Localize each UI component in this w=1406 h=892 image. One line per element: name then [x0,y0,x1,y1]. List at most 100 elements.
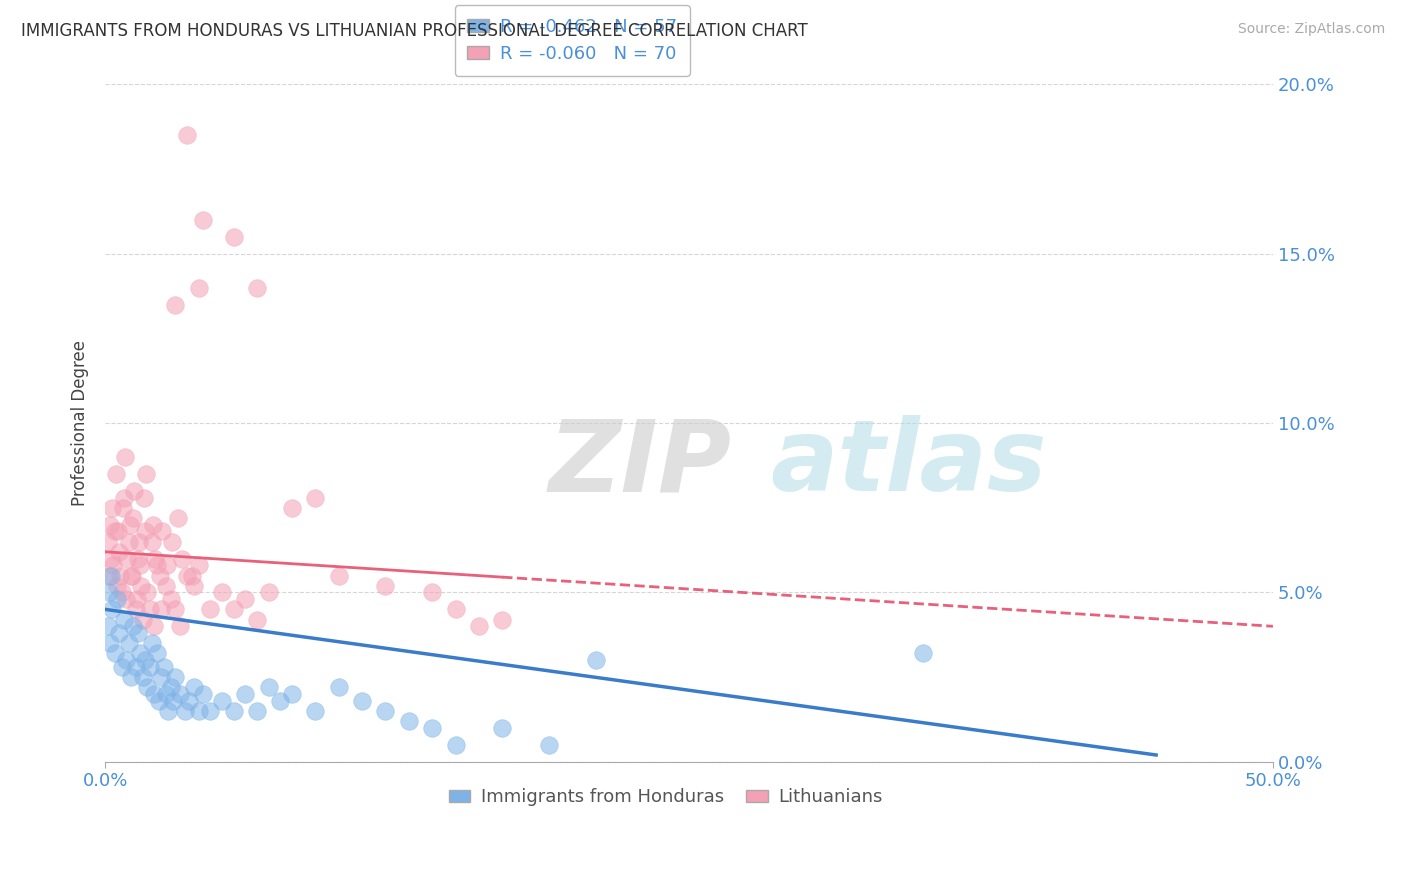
Point [159,680,181,694]
Point [166,511,188,525]
Text: atlas: atlas [770,416,1047,512]
Y-axis label: Professional Degree: Professional Degree [72,340,89,506]
Point [115,592,138,607]
Point [222,602,245,616]
Point [108,626,131,640]
Point [124,483,146,498]
Point [117,534,139,549]
Point [304,704,326,718]
Point [98,517,121,532]
Point [233,687,256,701]
Point [143,687,166,701]
Point [128,534,150,549]
Point [149,568,172,582]
Point [124,602,146,616]
Point [112,613,135,627]
Point [110,660,132,674]
Point [143,619,166,633]
Point [127,551,149,566]
Point [183,579,205,593]
Point [131,613,153,627]
Point [136,585,159,599]
Point [165,670,187,684]
Point [281,500,304,515]
Point [110,568,132,582]
Point [117,636,139,650]
Point [328,680,350,694]
Point [100,551,122,566]
Point [117,551,139,566]
Point [155,687,177,701]
Point [152,660,174,674]
Point [98,636,121,650]
Point [193,687,215,701]
Point [444,738,467,752]
Point [257,585,280,599]
Point [115,653,138,667]
Point [101,602,124,616]
Point [110,585,132,599]
Point [257,680,280,694]
Point [145,647,167,661]
Point [122,511,145,525]
Point [127,626,149,640]
Point [145,558,167,573]
Point [911,647,934,661]
Point [187,280,209,294]
Point [105,579,128,593]
Point [103,647,125,661]
Point [134,524,156,539]
Point [145,551,167,566]
Point [169,687,191,701]
Point [180,568,202,582]
Point [420,585,443,599]
Point [112,491,135,505]
Point [148,694,170,708]
Point [141,636,163,650]
Point [222,704,245,718]
Legend: Immigrants from Honduras, Lithuanians: Immigrants from Honduras, Lithuanians [441,781,890,814]
Point [162,694,184,708]
Point [132,491,155,505]
Point [136,680,159,694]
Point [444,602,467,616]
Point [165,602,187,616]
Point [101,500,124,515]
Point [585,653,607,667]
Point [200,704,222,718]
Point [138,660,160,674]
Point [281,687,304,701]
Text: ZIP: ZIP [548,416,733,512]
Point [157,704,180,718]
Point [491,613,513,627]
Point [108,545,131,559]
Point [135,467,157,481]
Point [246,280,269,294]
Point [120,568,142,582]
Point [138,602,160,616]
Point [150,602,173,616]
Point [159,592,181,607]
Point [172,551,194,566]
Point [118,517,141,532]
Point [96,534,118,549]
Point [176,128,198,143]
Point [125,592,148,607]
Point [131,670,153,684]
Point [111,500,134,515]
Text: Source: ZipAtlas.com: Source: ZipAtlas.com [1237,22,1385,37]
Point [537,738,560,752]
Point [398,714,420,728]
Point [169,619,191,633]
Point [120,670,142,684]
Point [150,670,173,684]
Point [131,579,153,593]
Point [96,619,118,633]
Point [179,694,201,708]
Point [222,230,245,244]
Point [211,585,233,599]
Point [246,613,269,627]
Point [352,694,374,708]
Point [160,534,183,549]
Point [304,491,326,505]
